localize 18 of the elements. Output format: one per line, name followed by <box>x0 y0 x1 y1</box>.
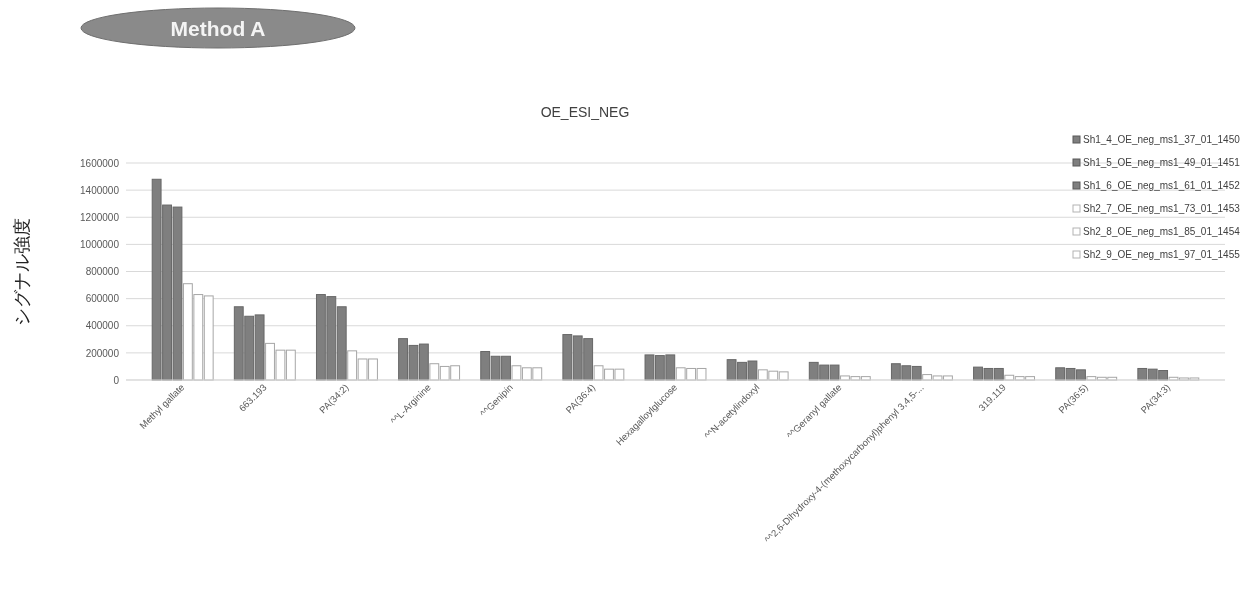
y-tick-label: 1400000 <box>80 184 120 196</box>
legend-label: Sh2_7_OE_neg_ms1_73_01_1453 <box>1083 203 1241 214</box>
y-tick-label: 600000 <box>85 293 120 305</box>
y-tick-label: 1200000 <box>80 211 120 223</box>
legend-label: Sh2_9_OE_neg_ms1_97_01_1455 <box>1083 249 1241 260</box>
y-axis-title: シグナル強度 <box>12 217 32 326</box>
legend-label: Sh1_4_OE_neg_ms1_37_01_1450 <box>1083 134 1241 145</box>
y-tick-label: 0 <box>113 374 120 386</box>
legend-label: Sh2_8_OE_neg_ms1_85_01_1454 <box>1083 226 1241 237</box>
y-tick-label: 200000 <box>85 347 120 359</box>
y-tick-label: 800000 <box>85 266 120 278</box>
chart-title: OE_ESI_NEG <box>540 104 630 120</box>
legend-label: Sh1_6_OE_neg_ms1_61_01_1452 <box>1083 180 1241 191</box>
y-tick-label: 1600000 <box>80 157 120 169</box>
y-tick-label: 1000000 <box>80 239 120 251</box>
text: Method A <box>170 17 266 40</box>
legend-label: Sh1_5_OE_neg_ms1_49_01_1451 <box>1083 157 1241 168</box>
y-tick-label: 400000 <box>85 320 120 332</box>
